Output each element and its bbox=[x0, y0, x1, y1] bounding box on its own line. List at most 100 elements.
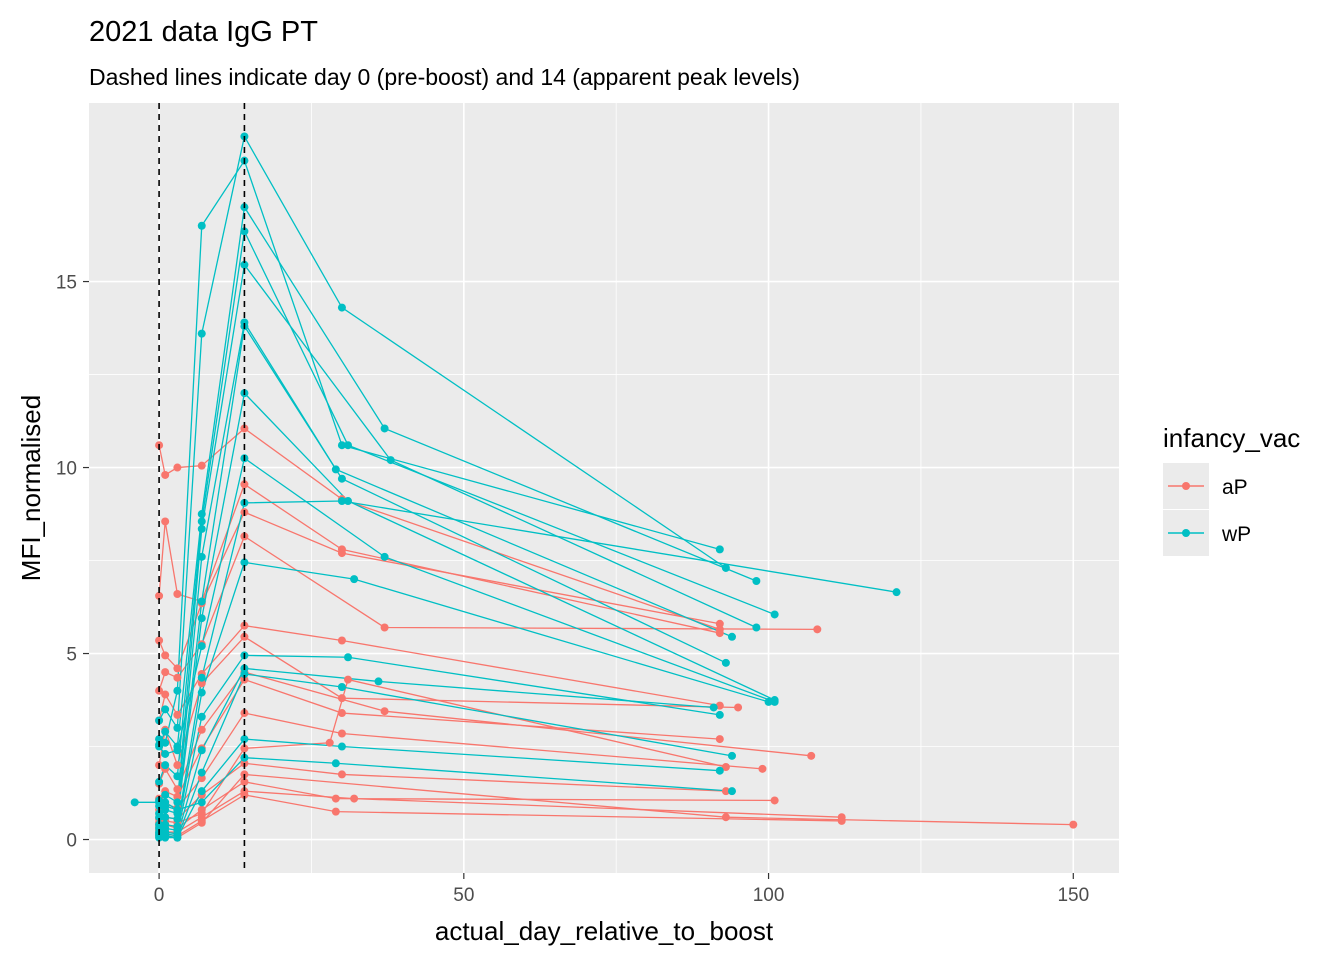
data-point-ap bbox=[813, 625, 822, 634]
data-point-wp bbox=[770, 610, 779, 619]
data-point-wp bbox=[173, 815, 182, 824]
data-point-wp bbox=[173, 746, 182, 755]
data-point-ap bbox=[715, 619, 724, 628]
data-point-wp bbox=[161, 738, 170, 747]
data-point-ap bbox=[715, 629, 724, 638]
legend-entry-wp: wP bbox=[1163, 510, 1251, 556]
data-point-wp bbox=[721, 658, 730, 667]
x-tick-label: 100 bbox=[753, 885, 785, 906]
data-point-wp bbox=[764, 697, 773, 706]
legend-key-ap-point bbox=[1182, 482, 1190, 490]
y-tick-label: 0 bbox=[66, 831, 77, 852]
y-tick-label: 10 bbox=[56, 459, 77, 480]
data-point-ap bbox=[161, 668, 170, 677]
data-point-ap bbox=[240, 777, 249, 786]
legend-label-wp: wP bbox=[1221, 523, 1251, 546]
data-point-ap bbox=[161, 517, 170, 526]
data-point-wp bbox=[161, 790, 170, 799]
data-point-wp bbox=[173, 686, 182, 695]
data-point-wp bbox=[350, 575, 359, 584]
x-axis: 0 50 100 150 bbox=[154, 873, 1089, 906]
y-axis-title: MFI_normalised bbox=[16, 395, 46, 581]
legend-label-ap: aP bbox=[1222, 476, 1248, 499]
data-point-wp bbox=[344, 441, 353, 450]
data-point-wp bbox=[197, 746, 206, 755]
data-point-ap bbox=[155, 591, 164, 600]
data-point-ap bbox=[240, 480, 249, 489]
data-point-wp bbox=[197, 552, 206, 561]
data-point-wp bbox=[161, 802, 170, 811]
data-point-wp bbox=[197, 798, 206, 807]
data-point-ap bbox=[337, 709, 346, 718]
data-point-wp bbox=[727, 632, 736, 641]
data-point-wp bbox=[240, 669, 249, 678]
grid-major bbox=[89, 103, 1119, 873]
data-point-wp bbox=[197, 642, 206, 651]
data-point-wp bbox=[752, 577, 761, 585]
data-point-ap bbox=[197, 725, 206, 734]
data-point-wp bbox=[240, 227, 249, 236]
data-point-wp bbox=[161, 761, 170, 770]
data-point-wp bbox=[240, 260, 249, 269]
data-point-ap bbox=[240, 744, 249, 753]
data-point-wp bbox=[197, 768, 206, 777]
y-axis: 0 5 10 15 bbox=[56, 273, 89, 852]
legend: infancy_vac aP wP bbox=[1163, 423, 1300, 556]
data-point-wp bbox=[380, 424, 389, 433]
data-point-ap bbox=[770, 796, 779, 805]
data-point-ap bbox=[173, 590, 182, 599]
data-point-ap bbox=[161, 470, 170, 479]
data-point-wp bbox=[161, 705, 170, 714]
data-point-wp bbox=[380, 552, 389, 561]
data-point-ap bbox=[715, 701, 724, 710]
data-point-wp bbox=[709, 703, 718, 712]
data-point-wp bbox=[197, 221, 206, 230]
reference-lines bbox=[158, 103, 246, 873]
data-point-ap bbox=[173, 785, 182, 794]
y-tick-label: 15 bbox=[56, 273, 77, 294]
data-point-ap bbox=[807, 751, 816, 760]
legend-entry-ap: aP bbox=[1163, 463, 1248, 509]
data-point-wp bbox=[155, 833, 164, 842]
data-point-ap bbox=[758, 764, 767, 773]
chart-subtitle: Dashed lines indicate day 0 (pre-boost) … bbox=[89, 64, 800, 90]
chart-title: 2021 data IgG PT bbox=[89, 16, 318, 48]
data-point-wp bbox=[155, 735, 164, 744]
legend-title: infancy_vac bbox=[1163, 423, 1300, 453]
data-point-wp bbox=[173, 805, 182, 814]
x-tick-label: 150 bbox=[1057, 885, 1089, 906]
data-point-wp bbox=[161, 813, 170, 822]
data-point-wp bbox=[197, 597, 206, 606]
data-point-wp bbox=[130, 798, 139, 807]
data-point-ap bbox=[337, 729, 346, 738]
data-point-ap bbox=[331, 807, 340, 816]
data-point-ap bbox=[197, 809, 206, 818]
data-point-wp bbox=[337, 683, 346, 692]
data-point-ap bbox=[331, 794, 340, 803]
data-point-wp bbox=[155, 798, 164, 807]
data-point-wp bbox=[892, 588, 901, 597]
x-tick-label: 50 bbox=[453, 885, 474, 906]
data-point-wp bbox=[752, 623, 761, 632]
data-point-wp bbox=[344, 653, 353, 662]
data-point-ap bbox=[337, 770, 346, 779]
data-point-wp bbox=[197, 673, 206, 682]
data-point-wp bbox=[197, 712, 206, 721]
data-point-ap bbox=[837, 816, 846, 825]
data-point-ap bbox=[337, 636, 346, 645]
data-point-wp bbox=[197, 524, 206, 533]
data-point-wp bbox=[197, 329, 206, 338]
data-point-wp bbox=[727, 751, 736, 760]
data-point-wp bbox=[727, 787, 736, 796]
data-point-wp bbox=[173, 833, 182, 842]
data-point-ap bbox=[173, 664, 182, 673]
data-point-wp bbox=[197, 614, 206, 623]
data-point-wp bbox=[173, 723, 182, 732]
data-point-ap bbox=[197, 818, 206, 827]
data-point-ap bbox=[344, 675, 353, 684]
data-point-ap bbox=[240, 790, 249, 799]
data-point-wp bbox=[337, 474, 346, 483]
data-point-wp bbox=[331, 759, 340, 768]
data-point-wp bbox=[240, 735, 249, 744]
